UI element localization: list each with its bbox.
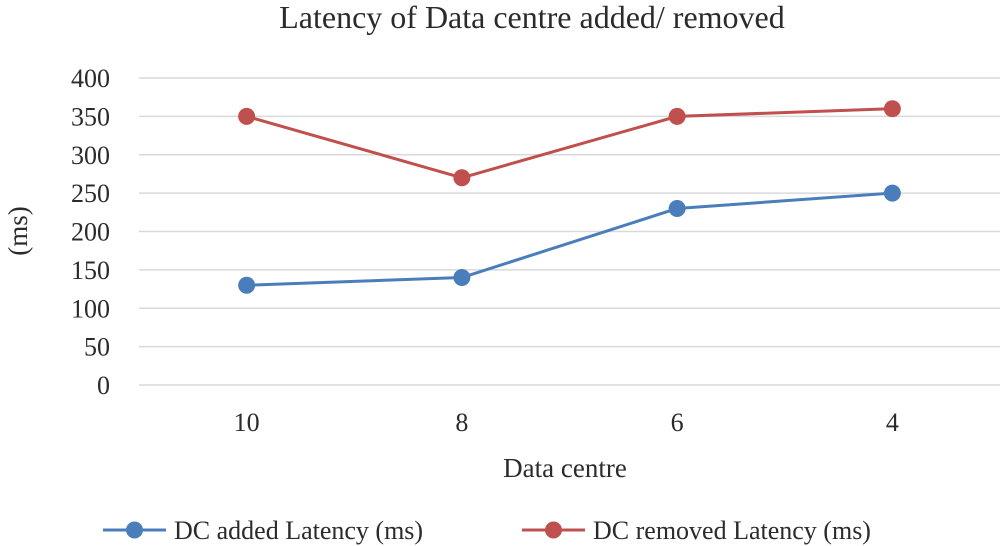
y-tick-label: 150 [71, 256, 110, 285]
y-axis-title: (ms) [3, 206, 33, 256]
series-line [246, 107, 893, 180]
y-tick-label: 350 [71, 102, 110, 131]
data-point [238, 107, 256, 125]
y-tick-label: 200 [71, 218, 110, 247]
legend-item: DC removed Latency (ms) [522, 516, 871, 545]
x-tick-label: 6 [671, 408, 684, 437]
x-tick-label: 8 [455, 408, 468, 437]
data-point [238, 276, 256, 294]
data-point [668, 199, 686, 217]
series-1 [238, 184, 901, 294]
y-tick-label: 400 [71, 64, 110, 93]
legend-item: DC added Latency (ms) [103, 516, 423, 545]
y-tick-label: 300 [71, 141, 110, 170]
legend-marker [545, 521, 562, 539]
legend-label: DC removed Latency (ms) [593, 516, 871, 545]
series-layer [238, 100, 901, 294]
legend-label: DC added Latency (ms) [174, 516, 423, 545]
chart-title: Latency of Data centre added/ removed [279, 0, 785, 35]
x-axis-title: Data centre [503, 453, 627, 483]
data-point [453, 169, 471, 187]
y-tick-label: 100 [71, 294, 110, 323]
gridlines [139, 77, 1000, 386]
y-axis-tick-labels: 0 50 100 150 200 250 300 350 400 [71, 64, 110, 400]
legend-marker [126, 521, 143, 539]
y-tick-label: 50 [84, 333, 110, 362]
series-line [246, 191, 893, 287]
data-point [453, 269, 471, 287]
data-point [883, 100, 901, 118]
legend: DC added Latency (ms) DC removed Latency … [103, 516, 871, 545]
x-axis-tick-labels: 10 8 6 4 [234, 408, 899, 437]
x-tick-label: 4 [886, 408, 899, 437]
data-point [668, 107, 686, 125]
x-tick-label: 10 [234, 408, 260, 437]
y-tick-label: 250 [71, 179, 110, 208]
data-point [883, 184, 901, 202]
series-2 [238, 100, 901, 187]
y-tick-label: 0 [97, 371, 110, 400]
